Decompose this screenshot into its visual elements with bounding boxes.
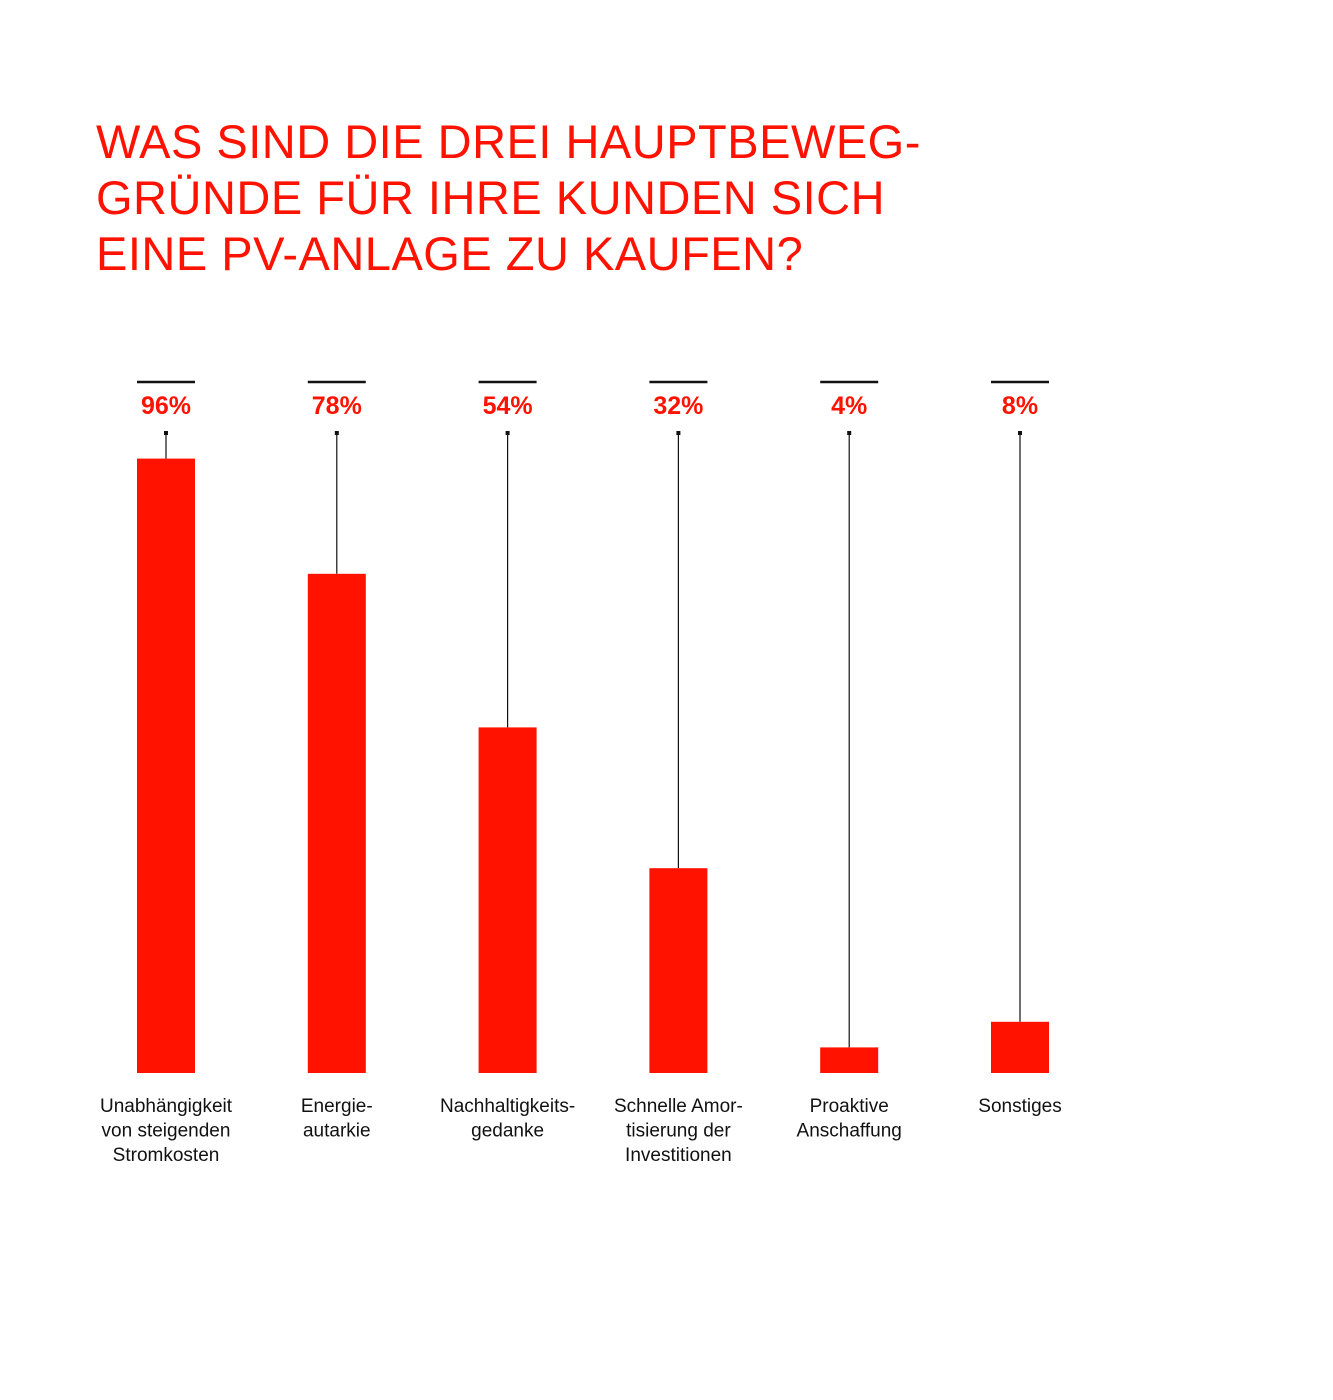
category-label: Sonstiges bbox=[978, 1096, 1061, 1117]
category-label-line: Investitionen bbox=[625, 1145, 732, 1166]
bar bbox=[307, 573, 366, 1073]
category-label-line: Anschaffung bbox=[797, 1121, 902, 1142]
value-label: 8% bbox=[1002, 392, 1038, 420]
value-label: 32% bbox=[653, 392, 703, 420]
value-label: 78% bbox=[312, 392, 362, 420]
category-label: Proaktive Anschaffung bbox=[797, 1096, 902, 1142]
value-label: 54% bbox=[483, 392, 533, 420]
category-label-line: Nachhaltigkeits- bbox=[440, 1096, 575, 1117]
category-label-line: Schnelle Amor- bbox=[614, 1096, 743, 1117]
category-label: Energie-autarkie bbox=[301, 1096, 373, 1142]
chart-title: WAS SIND DIE DREI HAUPTBEWEG- GRÜNDE FÜR… bbox=[96, 114, 976, 282]
chart-title-line-2: GRÜNDE FÜR IHRE KUNDEN SICH bbox=[96, 171, 886, 224]
category-label-line: Sonstiges bbox=[978, 1096, 1061, 1117]
category-label: Schnelle Amor-tisierung der Investitionen bbox=[614, 1096, 743, 1166]
bar bbox=[820, 1047, 879, 1073]
bar bbox=[649, 868, 708, 1073]
category-label-line: Proaktive bbox=[810, 1096, 889, 1117]
bar bbox=[137, 458, 195, 1074]
category-label: Nachhaltigkeits-gedanke bbox=[440, 1096, 575, 1142]
category-label-line: gedanke bbox=[471, 1121, 544, 1142]
category-label: Unabhängigkeit von steigenden Stromkosten bbox=[100, 1096, 233, 1166]
bar bbox=[478, 727, 537, 1073]
category-label-line: von steigenden bbox=[102, 1121, 231, 1142]
category-label-line: Unabhängigkeit bbox=[100, 1096, 233, 1117]
chart-title-line-1: WAS SIND DIE DREI HAUPTBEWEG- bbox=[96, 115, 921, 168]
category-label-line: Energie- bbox=[301, 1096, 373, 1117]
category-label-line: Stromkosten bbox=[113, 1145, 220, 1166]
category-label-line: autarkie bbox=[303, 1121, 371, 1142]
value-label: 4% bbox=[831, 392, 867, 420]
category-label-line: tisierung der bbox=[626, 1121, 731, 1142]
chart-title-line-3: EINE PV-ANLAGE ZU KAUFEN? bbox=[96, 227, 804, 280]
bar bbox=[991, 1021, 1049, 1073]
value-label: 96% bbox=[141, 392, 191, 420]
